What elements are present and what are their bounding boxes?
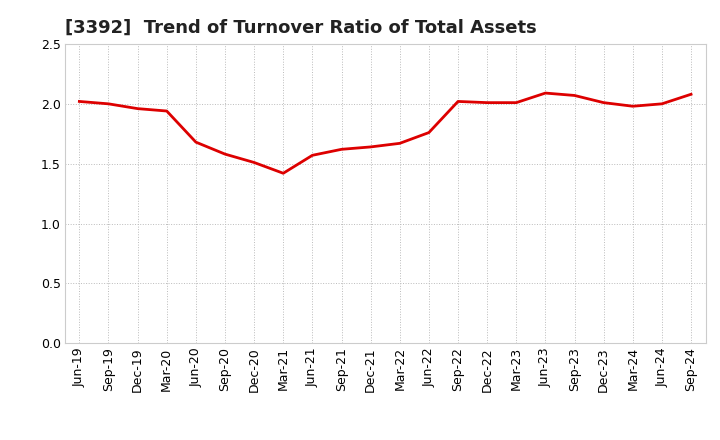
Text: [3392]  Trend of Turnover Ratio of Total Assets: [3392] Trend of Turnover Ratio of Total … xyxy=(65,19,536,37)
